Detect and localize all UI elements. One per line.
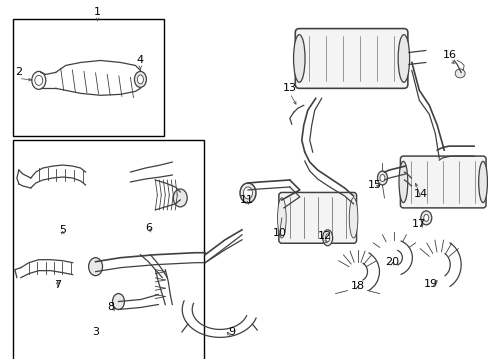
Text: 5: 5	[59, 225, 66, 235]
Text: 8: 8	[107, 302, 114, 311]
Ellipse shape	[423, 214, 428, 221]
Ellipse shape	[35, 75, 42, 85]
Text: 14: 14	[413, 189, 427, 199]
Text: 3: 3	[92, 327, 99, 337]
Ellipse shape	[348, 198, 357, 238]
Ellipse shape	[478, 161, 487, 203]
Text: 11: 11	[240, 195, 253, 205]
Ellipse shape	[173, 189, 187, 207]
Text: 13: 13	[282, 84, 296, 93]
Ellipse shape	[112, 293, 124, 310]
Text: 7: 7	[54, 280, 61, 289]
FancyBboxPatch shape	[400, 156, 485, 208]
Text: 17: 17	[411, 219, 426, 229]
Ellipse shape	[420, 211, 431, 225]
Bar	[13, 19, 164, 136]
Text: 1: 1	[94, 6, 101, 17]
Ellipse shape	[137, 75, 143, 84]
Text: 20: 20	[385, 257, 399, 267]
FancyBboxPatch shape	[278, 193, 356, 243]
Text: 15: 15	[367, 180, 381, 190]
Ellipse shape	[88, 258, 102, 276]
Text: 2: 2	[15, 67, 22, 77]
Ellipse shape	[325, 234, 329, 242]
Text: 10: 10	[272, 228, 286, 238]
Ellipse shape	[293, 35, 305, 82]
FancyBboxPatch shape	[295, 28, 407, 88]
Ellipse shape	[243, 187, 252, 199]
Text: 19: 19	[424, 279, 437, 289]
Text: 18: 18	[350, 280, 364, 291]
Text: 9: 9	[228, 327, 235, 337]
Ellipse shape	[397, 35, 409, 82]
Ellipse shape	[240, 183, 255, 203]
Text: 16: 16	[442, 50, 456, 60]
Text: 4: 4	[137, 55, 143, 66]
Ellipse shape	[134, 71, 146, 87]
Ellipse shape	[32, 71, 46, 89]
Ellipse shape	[377, 171, 386, 185]
Ellipse shape	[277, 198, 285, 238]
Text: 6: 6	[144, 223, 152, 233]
Ellipse shape	[379, 175, 384, 181]
Ellipse shape	[322, 230, 332, 246]
Bar	[13, 140, 203, 360]
Ellipse shape	[454, 69, 464, 78]
Text: 12: 12	[317, 231, 331, 241]
Ellipse shape	[398, 161, 407, 203]
